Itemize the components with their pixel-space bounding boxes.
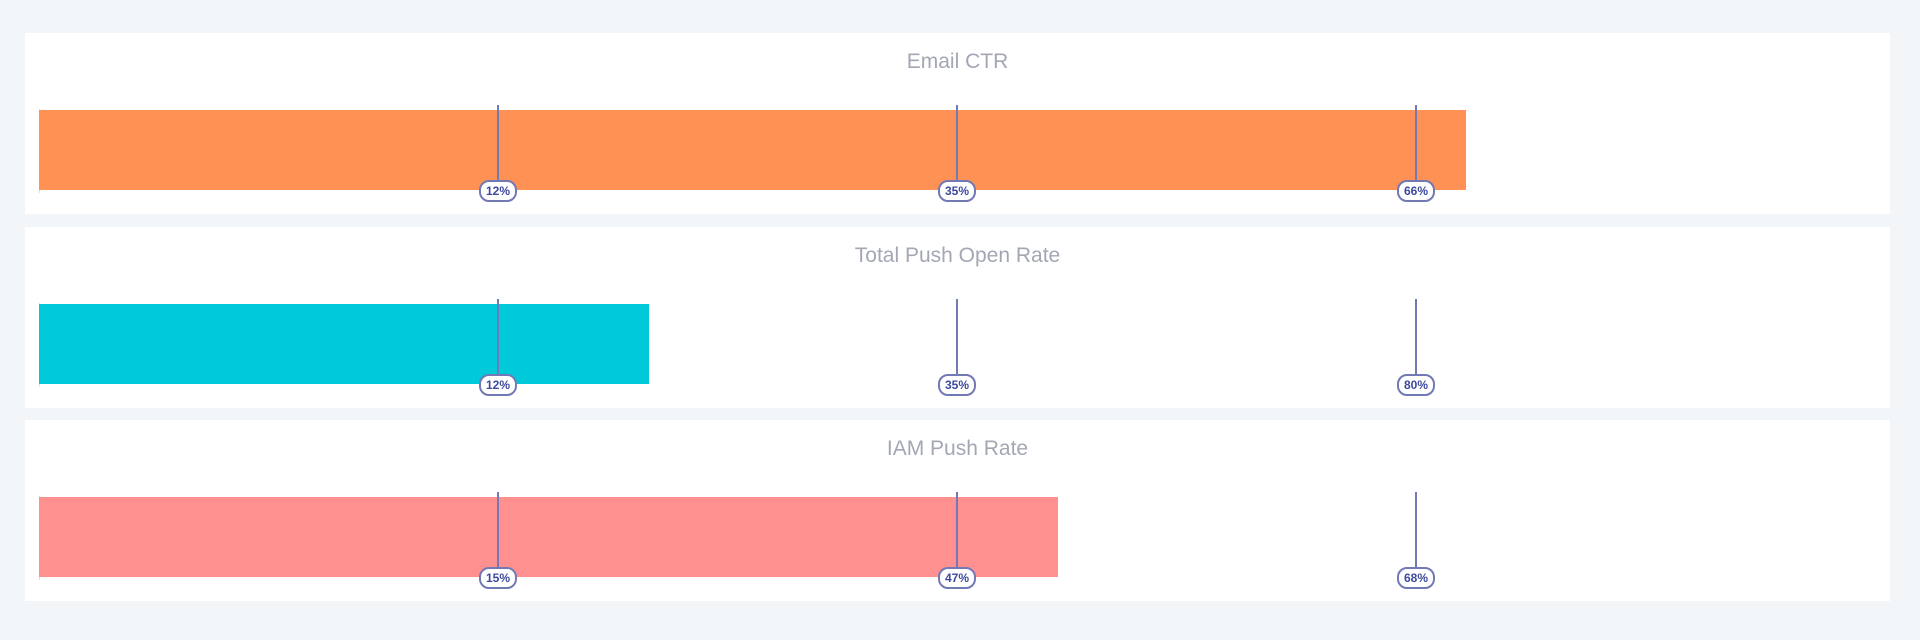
marker-label: 12% xyxy=(478,374,518,396)
marker-label: 47% xyxy=(937,567,977,589)
marker-line xyxy=(1415,299,1417,384)
marker-line xyxy=(956,492,958,577)
chart-panel: Total Push Open Rate 12% 35% 80% xyxy=(25,227,1890,408)
marker-label: 80% xyxy=(1396,374,1436,396)
marker-label: 12% xyxy=(478,180,518,202)
marker-line xyxy=(497,105,499,190)
value-bar xyxy=(39,110,1466,190)
chart-title: IAM Push Rate xyxy=(886,437,1029,460)
chart-panel: IAM Push Rate 15% 47% 68% xyxy=(25,420,1890,601)
marker-label: 66% xyxy=(1396,180,1436,202)
value-bar xyxy=(39,304,649,384)
value-bar xyxy=(39,497,1058,577)
marker-line xyxy=(956,299,958,384)
marker-label: 35% xyxy=(937,374,977,396)
chart-panel: Email CTR 12% 35% 66% xyxy=(25,33,1890,214)
marker-label: 15% xyxy=(478,567,518,589)
marker-line xyxy=(497,492,499,577)
chart-title: Email CTR xyxy=(906,50,1009,73)
marker-line xyxy=(497,299,499,384)
marker-line xyxy=(1415,105,1417,190)
marker-line xyxy=(1415,492,1417,577)
marker-label: 35% xyxy=(937,180,977,202)
marker-label: 68% xyxy=(1396,567,1436,589)
chart-title: Total Push Open Rate xyxy=(854,244,1061,267)
marker-line xyxy=(956,105,958,190)
